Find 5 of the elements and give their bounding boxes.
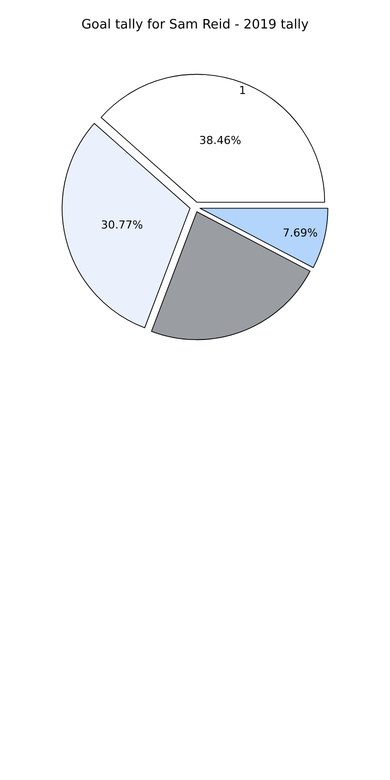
- chart-title: Goal tally for Sam Reid - 2019 tally: [81, 18, 309, 33]
- data-label: 7.69%: [282, 226, 318, 240]
- data-label: 30.77%: [100, 218, 143, 232]
- slice-label: 1: [239, 84, 246, 97]
- data-label: 38.46%: [199, 134, 242, 147]
